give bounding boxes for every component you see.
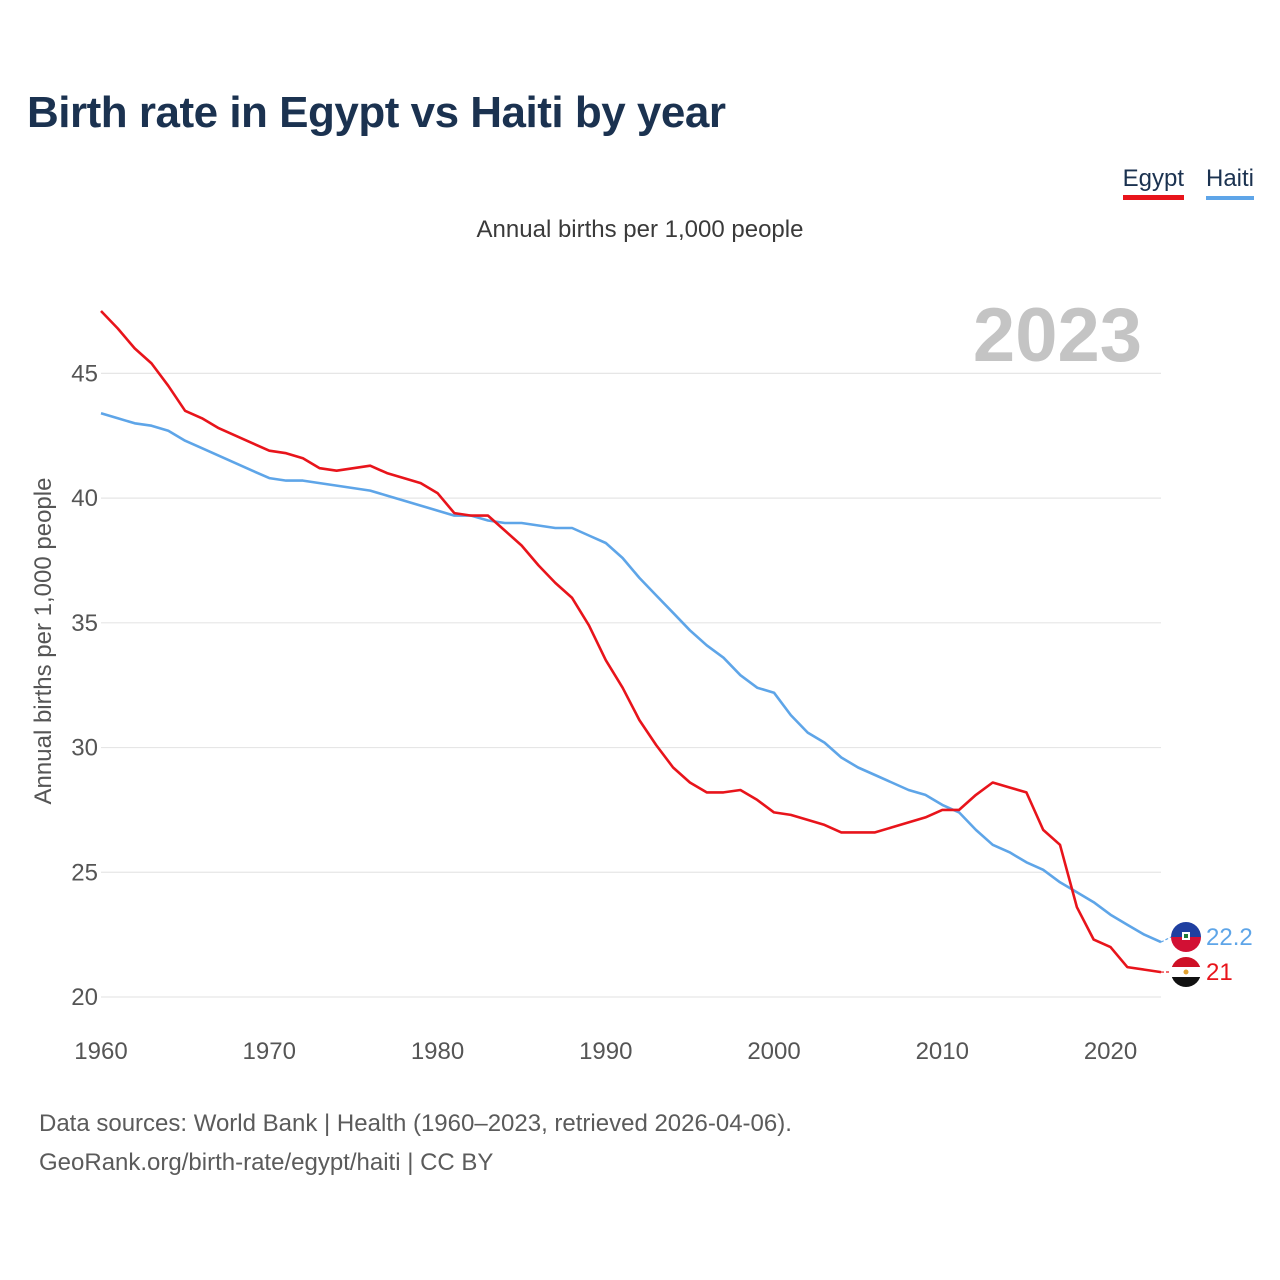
x-tick-label: 1980 <box>411 1038 464 1065</box>
y-tick-label: 40 <box>71 485 98 512</box>
gridlines <box>101 372 1161 998</box>
sources-line: Data sources: World Bank | Health (1960–… <box>39 1110 792 1137</box>
y-tick-label: 25 <box>71 859 98 886</box>
year-watermark: 2023 <box>972 293 1142 378</box>
end-connector-haiti <box>1160 936 1172 943</box>
y-tick-label: 30 <box>71 735 98 762</box>
y-axis-label: Annual births per 1,000 people <box>30 478 57 805</box>
x-tick-label: 1970 <box>243 1038 296 1065</box>
series-line-haiti[interactable] <box>100 412 1162 944</box>
y-tick-label: 20 <box>71 984 98 1011</box>
legend: Egypt Haiti <box>1122 165 1254 200</box>
series-lines <box>100 310 1172 974</box>
legend-item-haiti[interactable]: Haiti <box>1205 165 1254 200</box>
attribution-line[interactable]: GeoRank.org/birth-rate/egypt/haiti | CC … <box>39 1149 494 1176</box>
x-tick-label: 2020 <box>1084 1038 1137 1065</box>
y-axis-ticks: 20 25 30 35 40 45 <box>71 360 98 1011</box>
x-tick-label: 2000 <box>747 1038 800 1065</box>
x-tick-label: 2010 <box>916 1038 969 1065</box>
egypt-end-label: 21 <box>1206 959 1233 986</box>
haiti-flag-icon <box>1171 922 1201 952</box>
series-line-egypt[interactable] <box>100 310 1162 974</box>
haiti-end-label: 22.2 <box>1206 924 1253 951</box>
y-tick-label: 45 <box>71 360 98 387</box>
egypt-flag-icon <box>1171 957 1201 987</box>
legend-item-egypt[interactable]: Egypt <box>1122 165 1184 200</box>
x-tick-label: 1990 <box>579 1038 632 1065</box>
chart-title: Birth rate in Egypt vs Haiti by year <box>27 88 726 137</box>
x-tick-label: 1960 <box>74 1038 127 1065</box>
data-sources: Data sources: World Bank | Health (1960–… <box>39 1104 792 1182</box>
x-axis-ticks: 1960 1970 1980 1990 2000 2010 2020 <box>74 1038 1137 1065</box>
y-tick-label: 35 <box>71 610 98 637</box>
chart-subtitle: Annual births per 1,000 people <box>476 216 804 243</box>
